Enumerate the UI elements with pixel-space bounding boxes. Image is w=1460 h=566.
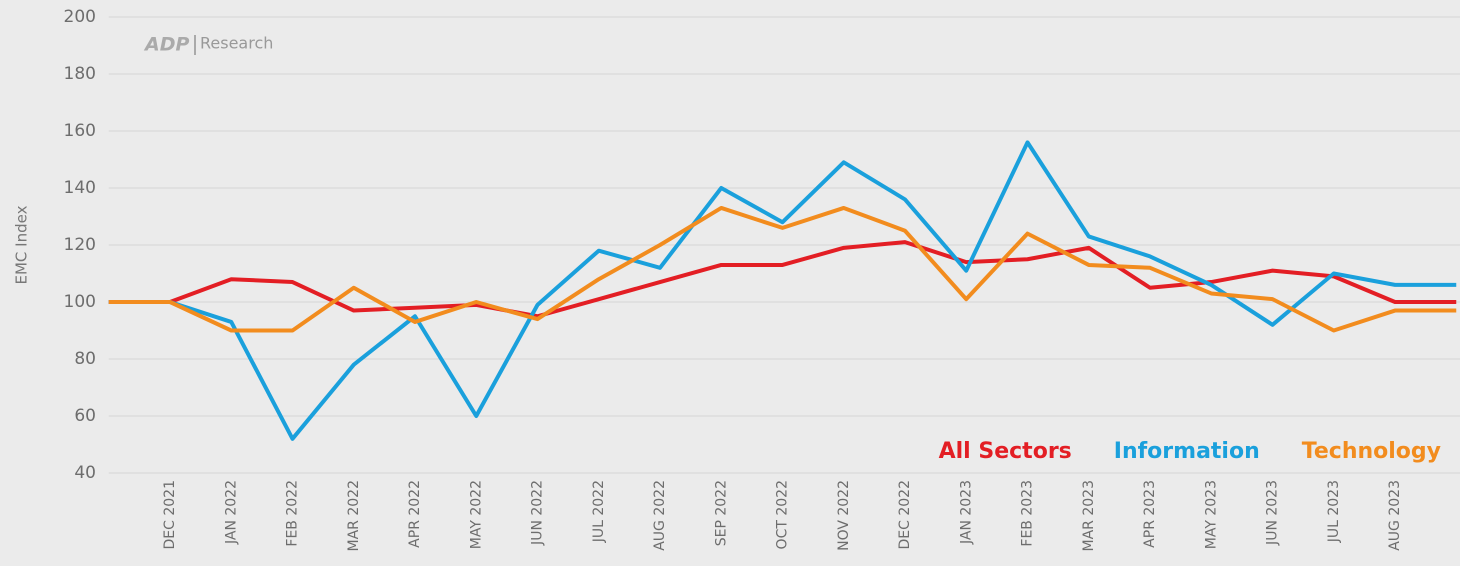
x-tick-label: AUG 2023 bbox=[1387, 480, 1403, 551]
y-tick-label: 140 bbox=[64, 178, 96, 198]
logo-text: Research bbox=[200, 34, 273, 53]
x-tick-label: MAR 2022 bbox=[346, 480, 362, 551]
legend-label: Technology bbox=[1302, 439, 1441, 464]
y-tick-label: 60 bbox=[74, 406, 96, 426]
y-tick-label: 160 bbox=[64, 121, 96, 141]
y-tick-label: 100 bbox=[64, 292, 96, 312]
x-tick-label: JUL 2022 bbox=[591, 480, 607, 543]
x-tick-label: FEB 2022 bbox=[285, 480, 301, 547]
x-tick-label: JUL 2023 bbox=[1326, 480, 1342, 543]
y-axis-label: EMC Index bbox=[13, 205, 31, 284]
x-tick-label: MAR 2023 bbox=[1081, 480, 1097, 551]
x-tick-label: JUN 2022 bbox=[530, 480, 546, 546]
x-tick-label: NOV 2022 bbox=[836, 480, 852, 551]
series-line bbox=[108, 140, 1457, 441]
x-tick-label: JAN 2023 bbox=[958, 480, 974, 545]
x-tick-label: AUG 2022 bbox=[652, 480, 668, 551]
x-tick-label: JUN 2023 bbox=[1265, 480, 1281, 546]
x-tick-label: APR 2023 bbox=[1142, 480, 1158, 548]
y-tick-label: 200 bbox=[64, 7, 96, 27]
x-tick-label: DEC 2022 bbox=[897, 480, 913, 549]
logo-brand: ADP bbox=[143, 34, 189, 56]
legend-label: Information bbox=[1114, 439, 1260, 464]
x-tick-label: MAY 2022 bbox=[468, 480, 484, 549]
y-tick-label: 180 bbox=[64, 64, 96, 84]
y-tick-label: 120 bbox=[64, 235, 96, 255]
x-tick-label: OCT 2022 bbox=[775, 480, 791, 549]
y-tick-label: 40 bbox=[74, 463, 96, 483]
x-tick-label: APR 2022 bbox=[407, 480, 423, 548]
series-line bbox=[108, 205, 1457, 333]
y-tick-label: 80 bbox=[74, 349, 96, 369]
x-tick-label: FEB 2023 bbox=[1020, 480, 1036, 547]
x-tick-label: SEP 2022 bbox=[713, 480, 729, 546]
x-tick-label: JAN 2022 bbox=[223, 480, 239, 545]
x-tick-label: DEC 2021 bbox=[162, 480, 178, 549]
legend-label: All Sectors bbox=[939, 439, 1072, 464]
x-tick-label: MAY 2023 bbox=[1203, 480, 1219, 549]
